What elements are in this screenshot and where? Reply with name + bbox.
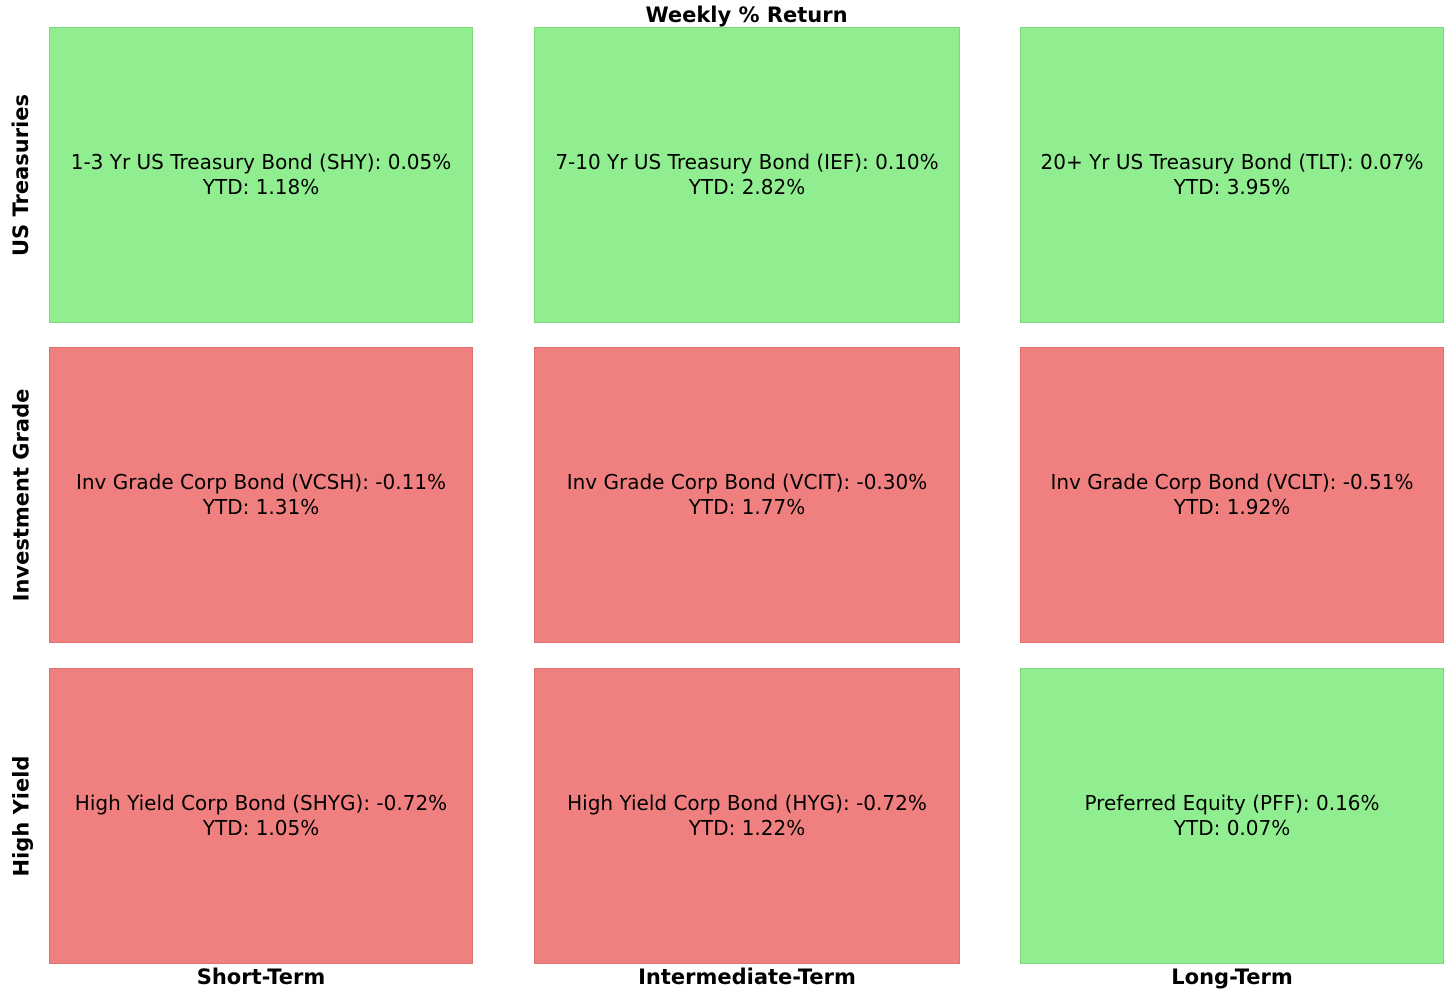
- row-label-text: US Treasuries: [9, 93, 33, 257]
- cell-weekly-label: Inv Grade Corp Bond (VCSH): -0.11%: [76, 470, 446, 495]
- heatmap-cell: Inv Grade Corp Bond (VCLT): -0.51% YTD: 1…: [1020, 347, 1444, 643]
- cell-weekly-value: -0.51%: [1342, 470, 1414, 494]
- cell-fund-name: Inv Grade Corp Bond (VCLT): [1050, 470, 1330, 494]
- row-label: US Treasuries: [7, 27, 35, 323]
- cell-fund-name: High Yield Corp Bond (HYG): [567, 791, 843, 815]
- cell-weekly-label: High Yield Corp Bond (SHYG): -0.72%: [75, 791, 447, 816]
- cell-ytd-label: YTD: 1.05%: [202, 816, 320, 840]
- cell-fund-name: Inv Grade Corp Bond (VCIT): [566, 470, 844, 494]
- cell-separator: :: [843, 470, 857, 494]
- cell-ytd-label: YTD: 1.18%: [202, 175, 320, 199]
- heatmap-cell: Inv Grade Corp Bond (VCSH): -0.11% YTD: 1…: [49, 347, 473, 643]
- row-label-text: Investment Grade: [9, 388, 34, 602]
- cell-separator: :: [842, 791, 857, 815]
- cell-ytd-label: YTD: 1.92%: [1173, 495, 1291, 519]
- cell-ytd-label: YTD: 0.07%: [1173, 816, 1291, 840]
- cell-weekly-label: 20+ Yr US Treasury Bond (TLT): 0.07%: [1041, 150, 1424, 175]
- cell-ytd-label: YTD: 1.77%: [688, 495, 806, 519]
- heatmap-cell: High Yield Corp Bond (HYG): -0.72% YTD: 1…: [534, 668, 960, 964]
- cell-fund-name: Inv Grade Corp Bond (VCSH): [75, 470, 363, 494]
- cell-fund-name: High Yield Corp Bond (SHYG): [74, 791, 364, 815]
- cell-separator: :: [374, 150, 388, 174]
- chart-title: Weekly % Return: [645, 3, 848, 27]
- cell-weekly-label: High Yield Corp Bond (HYG): -0.72%: [567, 791, 927, 816]
- cell-weekly-value: -0.11%: [375, 470, 447, 494]
- cell-fund-name: Preferred Equity (PFF): [1084, 791, 1303, 815]
- heatmap-cell: 20+ Yr US Treasury Bond (TLT): 0.07% YTD:…: [1020, 27, 1444, 323]
- cell-weekly-value: -0.72%: [856, 791, 927, 815]
- cell-weekly-value: -0.72%: [376, 791, 448, 815]
- cell-separator: :: [1346, 150, 1360, 174]
- cell-weekly-value: -0.30%: [856, 470, 928, 494]
- cell-separator: :: [1329, 470, 1343, 494]
- cell-weekly-label: 1-3 Yr US Treasury Bond (SHY): 0.05%: [71, 150, 452, 175]
- cell-ytd-label: YTD: 3.95%: [1173, 175, 1291, 199]
- cell-weekly-value: 0.16%: [1316, 791, 1380, 815]
- row-label-text: High Yield: [9, 755, 34, 877]
- cell-weekly-value: 0.10%: [875, 150, 939, 174]
- cell-weekly-label: Inv Grade Corp Bond (VCIT): -0.30%: [567, 470, 928, 495]
- cell-weekly-value: 0.07%: [1359, 150, 1424, 174]
- cell-ytd-label: YTD: 2.82%: [688, 175, 806, 199]
- cell-weekly-label: Inv Grade Corp Bond (VCLT): -0.51%: [1051, 470, 1414, 495]
- column-label: Short-Term: [196, 965, 326, 989]
- heatmap-cell: Preferred Equity (PFF): 0.16% YTD: 0.07%: [1020, 668, 1444, 964]
- heatmap-cell: Inv Grade Corp Bond (VCIT): -0.30% YTD: 1…: [534, 347, 960, 643]
- column-label: Long-Term: [1171, 965, 1293, 989]
- cell-separator: :: [363, 791, 377, 815]
- cell-weekly-label: 7-10 Yr US Treasury Bond (IEF): 0.10%: [555, 150, 938, 175]
- cell-separator: :: [862, 150, 876, 174]
- heatmap-cell: High Yield Corp Bond (SHYG): -0.72% YTD: …: [49, 668, 473, 964]
- heatmap-cell: 7-10 Yr US Treasury Bond (IEF): 0.10% YTD…: [534, 27, 960, 323]
- cell-ytd-label: YTD: 1.22%: [688, 816, 806, 840]
- cell-separator: :: [362, 470, 376, 494]
- cell-fund-name: 1-3 Yr US Treasury Bond (SHY): [70, 150, 375, 174]
- column-label: Intermediate-Term: [638, 965, 856, 989]
- heatmap-cell: 1-3 Yr US Treasury Bond (SHY): 0.05% YTD:…: [49, 27, 473, 323]
- cell-fund-name: 7-10 Yr US Treasury Bond (IEF): [555, 150, 863, 174]
- cell-ytd-label: YTD: 1.31%: [202, 495, 320, 519]
- row-label: High Yield: [7, 668, 35, 964]
- cell-separator: :: [1302, 791, 1316, 815]
- row-label: Investment Grade: [7, 347, 35, 643]
- cell-fund-name: 20+ Yr US Treasury Bond (TLT): [1040, 150, 1347, 174]
- cell-weekly-value: 0.05%: [387, 150, 452, 174]
- cell-weekly-label: Preferred Equity (PFF): 0.16%: [1084, 791, 1379, 816]
